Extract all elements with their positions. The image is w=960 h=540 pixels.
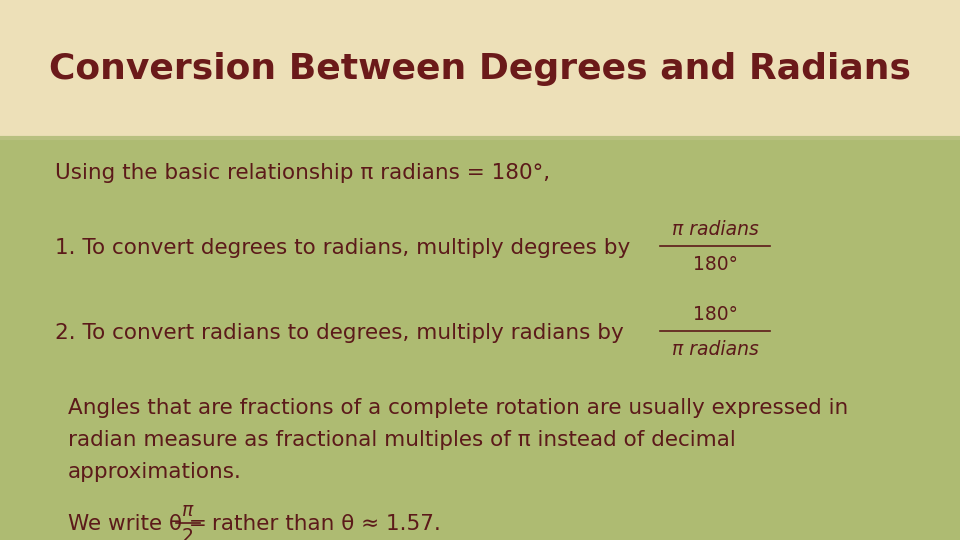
Text: Conversion Between Degrees and Radians: Conversion Between Degrees and Radians [49,52,911,86]
Text: Using the basic relationship π radians = 180°,: Using the basic relationship π radians =… [55,163,550,183]
Bar [0,0,960,138]
Text: 2: 2 [182,527,194,540]
Text: π radians: π radians [672,220,758,239]
Text: 2. To convert radians to degrees, multiply radians by: 2. To convert radians to degrees, multip… [55,323,624,343]
Text: π radians: π radians [672,340,758,359]
Text: 1. To convert degrees to radians, multiply degrees by: 1. To convert degrees to radians, multip… [55,238,631,258]
Text: Angles that are fractions of a complete rotation are usually expressed in: Angles that are fractions of a complete … [68,397,849,418]
Text: radian measure as fractional multiples of π instead of decimal: radian measure as fractional multiples o… [68,430,735,450]
Text: rather than θ ≈ 1.57.: rather than θ ≈ 1.57. [205,514,441,534]
Text: π: π [182,501,194,520]
Text: 180°: 180° [692,255,737,274]
Text: 180°: 180° [692,305,737,324]
Text: approximations.: approximations. [68,462,242,482]
Text: We write θ =: We write θ = [68,514,206,534]
